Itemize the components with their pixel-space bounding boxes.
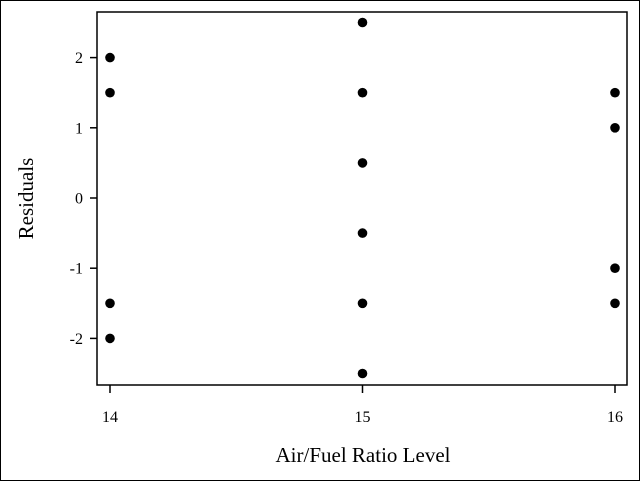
data-point (610, 263, 620, 274)
data-point (357, 228, 368, 238)
x-axis-title: Air/Fuel Ratio Level (276, 443, 451, 467)
y-axis-title: Residuals (14, 158, 38, 240)
x-axis: 14 15 16 (102, 385, 623, 426)
y-axis: 2 1 0 -1 -2 (70, 50, 97, 348)
data-point (357, 87, 368, 98)
data-points (105, 17, 620, 379)
data-point (105, 52, 115, 63)
x-tick-label: 16 (607, 409, 623, 426)
y-tick-label: 1 (75, 120, 83, 137)
x-tick-label: 14 (102, 409, 118, 426)
data-point (105, 87, 115, 98)
y-tick-label: -2 (70, 331, 83, 348)
data-point (357, 298, 368, 309)
y-tick-label: 0 (75, 191, 83, 208)
data-point (105, 298, 115, 309)
data-point (610, 298, 620, 309)
y-tick-label: 2 (75, 50, 83, 67)
x-tick-label: 15 (355, 409, 371, 426)
y-tick-label: -1 (70, 261, 83, 278)
plot-area (96, 11, 628, 386)
data-point (610, 123, 620, 133)
data-point (357, 17, 368, 28)
data-point (105, 333, 115, 344)
data-point (357, 368, 368, 379)
data-point (357, 158, 368, 168)
data-point (610, 87, 620, 98)
